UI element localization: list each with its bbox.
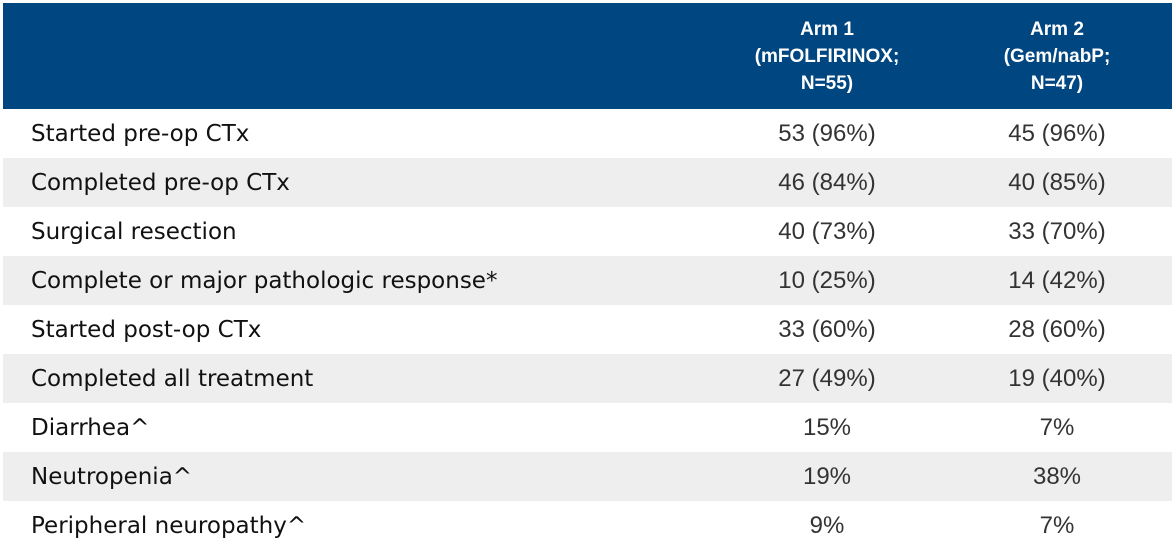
arm1-value: 40 (73%) bbox=[778, 217, 876, 245]
arm1-value: 53 (96%) bbox=[778, 119, 876, 147]
row-label: Diarrhea^ bbox=[31, 414, 150, 441]
arm1-value: 27 (49%) bbox=[778, 364, 876, 392]
table-row: Completed pre-op CTx 46 (84%) 40 (85%) bbox=[3, 158, 1172, 207]
table-header: Arm 1 (mFOLFIRINOX; N=55) Arm 2 (Gem/nab… bbox=[3, 3, 1172, 109]
row-label: Completed pre-op CTx bbox=[31, 169, 290, 196]
header-arm1: Arm 1 (mFOLFIRINOX; N=55) bbox=[712, 3, 942, 109]
table-row: Neutropenia^ 19% 38% bbox=[3, 452, 1172, 501]
header-arm2-line2: (Gem/nabP; bbox=[1003, 45, 1111, 67]
results-table: Arm 1 (mFOLFIRINOX; N=55) Arm 2 (Gem/nab… bbox=[3, 3, 1172, 550]
arm2-value: 7% bbox=[1039, 511, 1075, 539]
row-label: Complete or major pathologic response* bbox=[31, 267, 498, 294]
table-row: Started pre-op CTx 53 (96%) 45 (96%) bbox=[3, 109, 1172, 158]
table-row: Started post-op CTx 33 (60%) 28 (60%) bbox=[3, 305, 1172, 354]
table-row: Peripheral neuropathy^ 9% 7% bbox=[3, 501, 1172, 550]
table-row: Complete or major pathologic response* 1… bbox=[3, 256, 1172, 305]
header-arm2: Arm 2 (Gem/nabP; N=47) bbox=[942, 3, 1172, 109]
row-label: Started pre-op CTx bbox=[31, 120, 250, 147]
table-row: Completed all treatment 27 (49%) 19 (40%… bbox=[3, 354, 1172, 403]
row-label: Surgical resection bbox=[31, 218, 237, 245]
arm1-value: 10 (25%) bbox=[778, 266, 876, 294]
table-row: Surgical resection 40 (73%) 33 (70%) bbox=[3, 207, 1172, 256]
header-arm1-line3: N=55) bbox=[800, 72, 854, 94]
arm1-value: 46 (84%) bbox=[778, 168, 876, 196]
arm1-value: 33 (60%) bbox=[778, 315, 876, 343]
arm2-value: 38% bbox=[1032, 462, 1082, 490]
row-label: Completed all treatment bbox=[31, 365, 314, 392]
row-label: Neutropenia^ bbox=[31, 463, 193, 490]
table-row: Diarrhea^ 15% 7% bbox=[3, 403, 1172, 452]
arm2-value: 7% bbox=[1039, 413, 1075, 441]
arm2-value: 28 (60%) bbox=[1008, 315, 1106, 343]
header-arm2-line3: N=47) bbox=[1030, 72, 1084, 94]
header-arm2-line1: Arm 2 bbox=[1030, 18, 1084, 40]
arm2-value: 14 (42%) bbox=[1008, 266, 1106, 294]
header-arm1-line2: (mFOLFIRINOX; bbox=[754, 45, 900, 67]
header-arm1-line1: Arm 1 bbox=[800, 18, 854, 40]
row-label: Started post-op CTx bbox=[31, 316, 262, 343]
arm1-value: 15% bbox=[802, 413, 852, 441]
arm1-value: 9% bbox=[809, 511, 845, 539]
arm1-value: 19% bbox=[802, 462, 852, 490]
row-label: Peripheral neuropathy^ bbox=[31, 512, 307, 539]
arm2-value: 33 (70%) bbox=[1008, 217, 1106, 245]
arm2-value: 19 (40%) bbox=[1008, 364, 1106, 392]
header-blank-cell bbox=[3, 3, 712, 109]
arm2-value: 40 (85%) bbox=[1008, 168, 1106, 196]
arm2-value: 45 (96%) bbox=[1008, 119, 1106, 147]
